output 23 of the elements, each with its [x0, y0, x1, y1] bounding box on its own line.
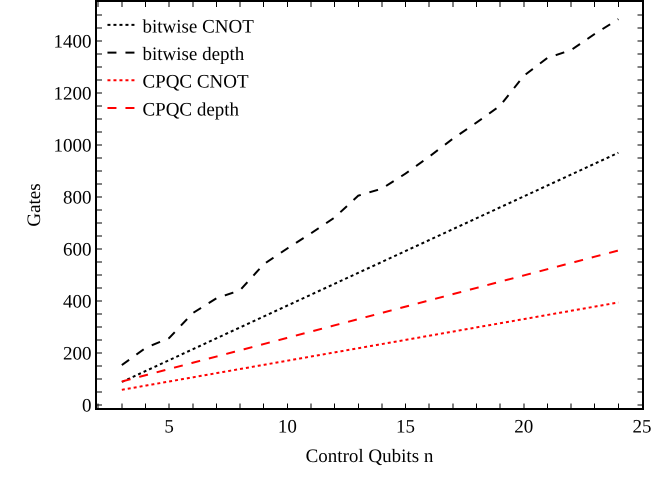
x-axis-title: Control Qubits n	[306, 446, 434, 467]
legend-label: CPQC depth	[142, 99, 240, 120]
y-tick-label: 200	[62, 344, 92, 365]
y-tick-label: 1200	[53, 84, 92, 105]
x-tick-label: 10	[278, 416, 297, 438]
x-tick-label: 15	[396, 416, 416, 438]
y-tick-label: 400	[62, 292, 92, 313]
x-tick-label: 20	[514, 416, 534, 438]
y-tick-label: 1000	[53, 136, 92, 157]
x-tick-label: 25	[632, 416, 652, 438]
legend-label: bitwise depth	[142, 44, 245, 66]
y-tick-label: 1400	[53, 32, 92, 53]
y-tick-label: 800	[62, 188, 92, 209]
line-series	[120, 301, 620, 391]
legend-label: bitwise CNOT	[142, 16, 254, 38]
y-tick-label: 0	[82, 396, 92, 417]
line-series	[120, 249, 620, 382]
y-tick-label: 600	[62, 240, 92, 261]
legend-label: CPQC CNOT	[142, 72, 249, 93]
x-tick-label: 5	[164, 416, 174, 438]
y-axis-title: Gates	[24, 183, 45, 227]
line-series	[120, 152, 620, 384]
line-series	[120, 18, 620, 366]
